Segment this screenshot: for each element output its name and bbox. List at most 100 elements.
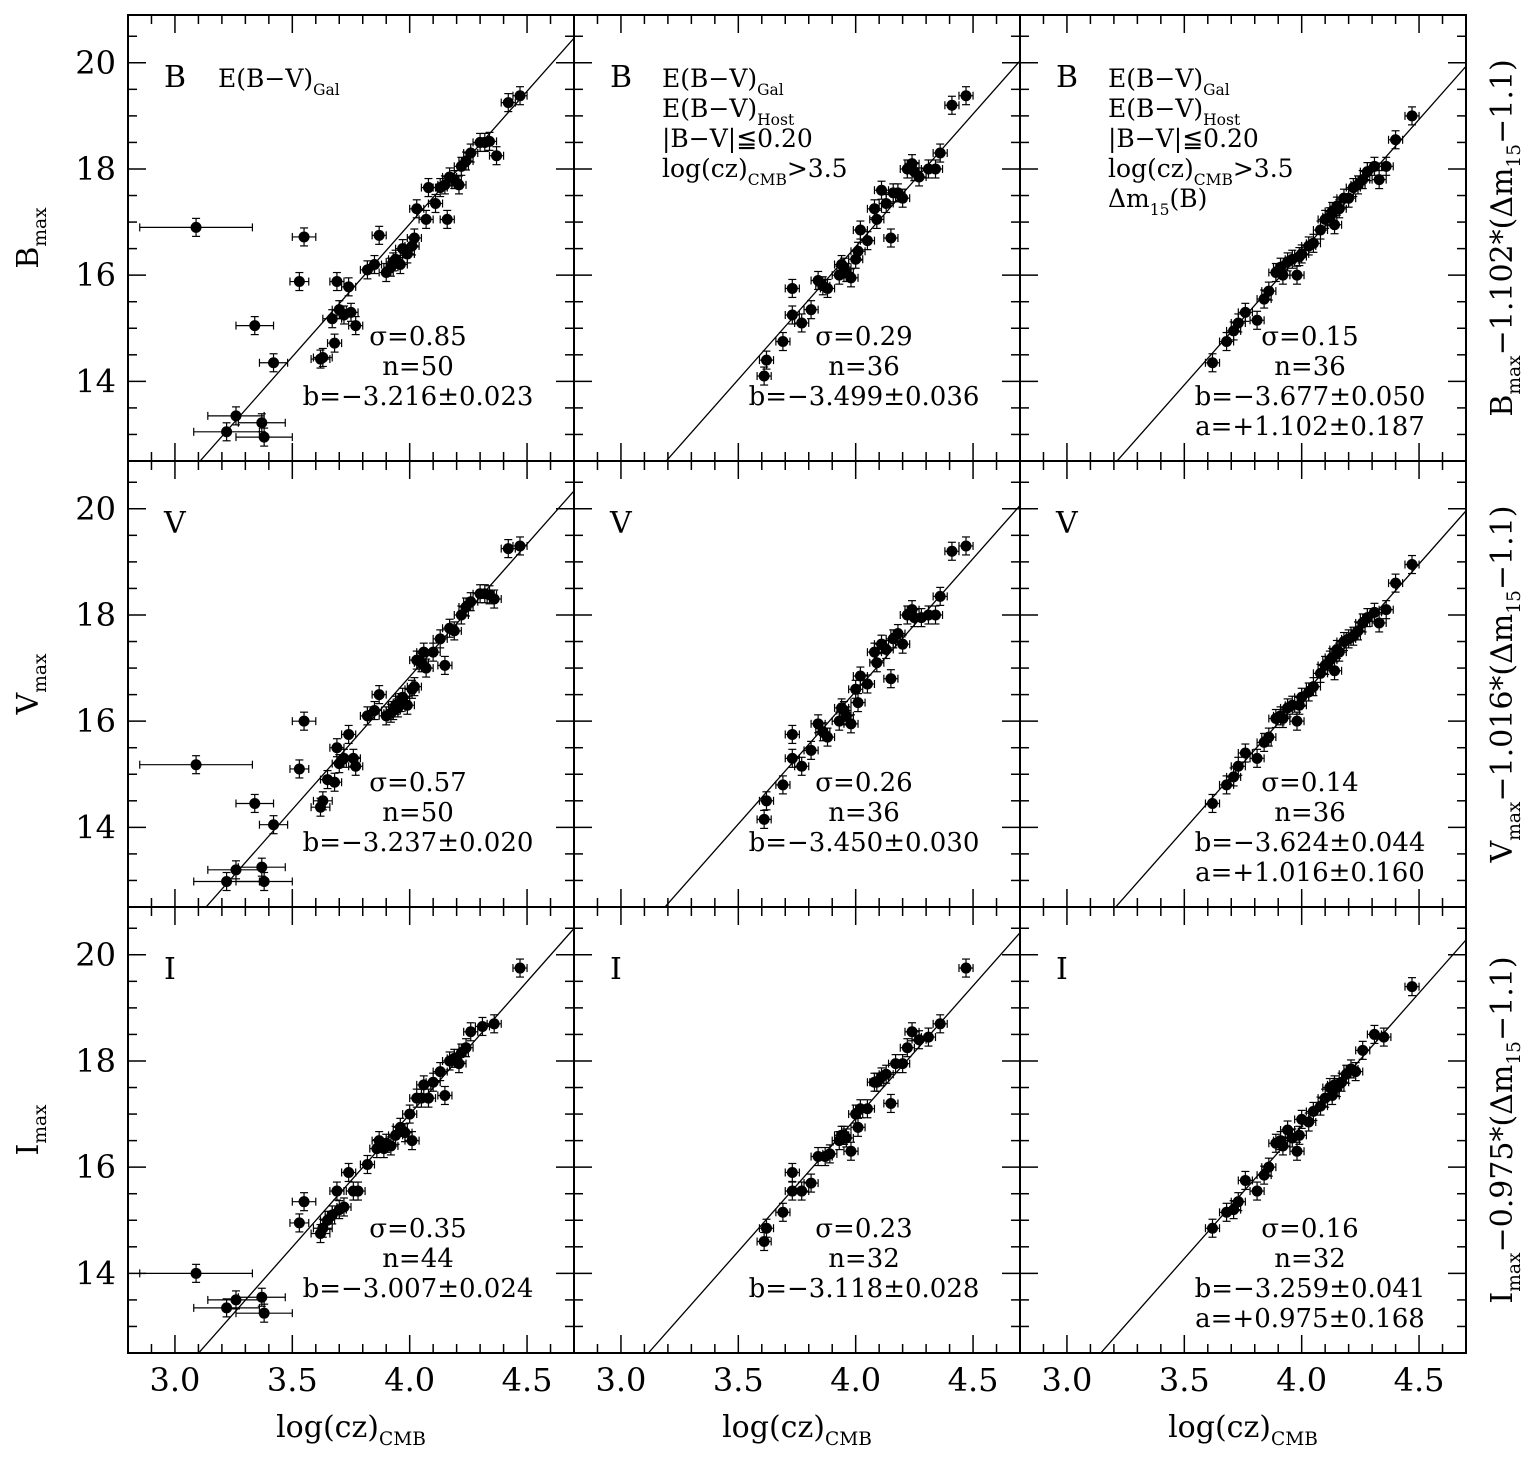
data-point: [929, 609, 941, 621]
data-point: [822, 282, 834, 294]
panel-b-3: B E(B−V)GalE(B−V)Host|B−V|≦0.20log(cz)CMB…: [1019, 14, 1467, 462]
data-point: [1352, 625, 1364, 637]
x-tick-label: 3.5: [267, 1361, 318, 1399]
data-point: [397, 691, 409, 703]
fit-statistic: n=44: [382, 1244, 454, 1274]
data-point: [221, 1302, 233, 1314]
x-tick-label: 4.5: [1394, 1361, 1445, 1399]
data-point: [190, 1267, 202, 1279]
data-point: [322, 1214, 334, 1226]
fit-statistic: n=50: [382, 352, 454, 382]
data-point: [777, 1206, 789, 1218]
data-point: [343, 281, 355, 293]
data-point: [1380, 604, 1392, 616]
data-point: [852, 697, 864, 709]
data-point: [406, 240, 418, 252]
data-point: [1277, 1140, 1289, 1152]
data-point: [331, 742, 343, 754]
fit-statistic: σ=0.57: [369, 768, 466, 798]
fit-statistic: b=−3.259±0.041: [1195, 1274, 1426, 1304]
x-tick-label: 3.0: [1042, 1361, 1093, 1399]
y-axis-title-left: Vmax: [11, 653, 51, 715]
data-point: [380, 1137, 392, 1149]
data-point: [934, 147, 946, 159]
data-point: [411, 203, 423, 215]
data-point: [1329, 1079, 1341, 1091]
data-point: [871, 213, 883, 225]
data-point: [331, 276, 343, 288]
fit-statistic: b=−3.007±0.024: [303, 1274, 534, 1304]
data-point: [897, 638, 909, 650]
data-point: [885, 673, 897, 685]
data-point: [929, 163, 941, 175]
x-tick-label: 3.5: [713, 1361, 764, 1399]
legend-line: |B−V|≦0.20: [1108, 124, 1259, 154]
data-point: [293, 1217, 305, 1229]
y-axis-title-right: Bmax−1.102*(Δm15−1.1): [1485, 59, 1525, 416]
data-point: [880, 197, 892, 209]
data-point: [1329, 665, 1341, 677]
data-point: [758, 1236, 770, 1247]
data-point: [502, 543, 514, 555]
data-point: [946, 99, 958, 111]
panel-i-3: 3.0 3.5 4.0 4.5 Iσ=0.16n=32b=−3.259±0.041a=+…: [1019, 906, 1467, 1399]
data-point: [249, 797, 261, 809]
fit-statistic: σ=0.29: [815, 322, 912, 352]
data-point: [1277, 713, 1289, 725]
band-label: I: [1056, 952, 1068, 987]
data-point: [960, 90, 972, 102]
fit-line: [647, 932, 1020, 1353]
left-axis-titles: Bmax Vmax Imax: [11, 207, 51, 1156]
data-point: [1232, 317, 1244, 329]
data-point: [465, 1026, 477, 1038]
data-point: [838, 1129, 850, 1141]
data-point: [1314, 667, 1326, 679]
data-point: [1373, 174, 1385, 186]
data-point: [293, 763, 305, 775]
data-point: [1228, 1204, 1240, 1216]
data-point: [268, 819, 280, 831]
data-point: [350, 320, 362, 332]
fit-statistic: b=−3.216±0.023: [303, 382, 534, 412]
data-point: [854, 670, 866, 682]
data-point: [1251, 1185, 1263, 1197]
data-point: [897, 192, 909, 204]
data-point: [845, 272, 857, 284]
x-tick-label: 3.0: [150, 1361, 201, 1399]
data-point: [1390, 577, 1402, 589]
data-point: [514, 962, 526, 974]
data-point: [1406, 559, 1418, 571]
data-point: [840, 710, 852, 722]
fit-statistic: σ=0.23: [815, 1214, 912, 1244]
data-point: [913, 171, 925, 183]
data-point: [934, 590, 946, 602]
data-point: [317, 351, 329, 363]
data-point: [868, 203, 880, 215]
y-tick-label: 18: [75, 1042, 116, 1080]
data-point: [824, 1148, 836, 1160]
data-point: [326, 313, 338, 325]
data-point: [1291, 1145, 1303, 1157]
data-point: [392, 702, 404, 714]
data-point: [434, 1066, 446, 1078]
data-point: [822, 731, 834, 743]
band-label: V: [609, 506, 633, 541]
fit-statistic: n=32: [828, 1244, 900, 1274]
data-point: [805, 1177, 817, 1189]
x-axis-title: log(cz)CMB: [722, 1410, 872, 1450]
data-point: [415, 1092, 427, 1104]
data-point: [1263, 285, 1275, 297]
y-tick-label: 18: [75, 150, 116, 188]
x-axis-title: log(cz)CMB: [276, 1410, 426, 1450]
fit-statistic: b=−3.624±0.044: [1195, 828, 1426, 858]
data-point: [406, 1135, 418, 1147]
data-point: [1296, 1113, 1308, 1125]
data-point: [1378, 1031, 1390, 1043]
data-point: [453, 179, 465, 191]
panel-b-2: B E(B−V)GalE(B−V)Host|B−V|≦0.20log(cz)CMB…: [573, 14, 1021, 462]
data-point: [786, 752, 798, 764]
data-point: [1232, 1196, 1244, 1208]
y-axis-title-left: Bmax: [11, 207, 51, 269]
data-point: [361, 1159, 373, 1171]
